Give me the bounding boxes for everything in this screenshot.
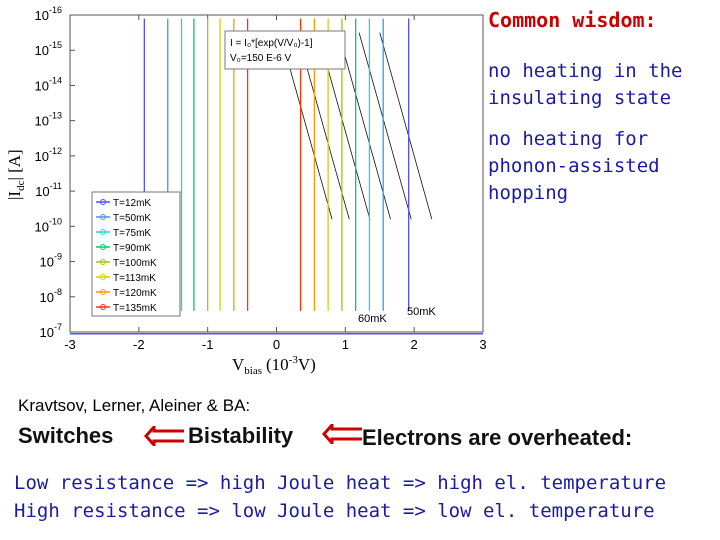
authors-label: Kravtsov, Lerner, Aleiner & BA: [18, 396, 250, 416]
y-tick-label: 10-12 [35, 146, 62, 164]
equation-line: V₀=150 E-6 V [230, 53, 291, 64]
x-tick-label: 0 [273, 337, 280, 352]
y-tick-label: 10-9 [40, 252, 62, 270]
x-tick-label: -3 [64, 337, 76, 352]
x-tick-label: -1 [202, 337, 214, 352]
low-resistance-line: Low resistance => high Joule heat => hig… [14, 472, 666, 494]
y-tick-label: 10-15 [35, 40, 62, 58]
high-resistance-line: High resistance => low Joule heat => low… [14, 500, 655, 522]
bistability-label: Bistability [188, 423, 293, 449]
wisdom-point-1: no heating in the insulating state [488, 58, 682, 112]
y-tick-label: 10-8 [40, 287, 62, 305]
x-tick-label: 1 [342, 337, 349, 352]
slide-title: Common wisdom: [488, 8, 657, 32]
x-tick-label: 2 [411, 337, 418, 352]
y-tick-label: 10-16 [35, 5, 62, 23]
left-arrow-icon [322, 424, 364, 444]
y-axis-label: |Idc| [A] [5, 149, 27, 200]
legend-label: T=50mK [113, 213, 151, 224]
x-axis-label: Vbias (10-3V) [232, 354, 316, 377]
y-tick-label: 10-11 [35, 181, 62, 199]
wisdom-point-2: no heating for phonon-assisted hopping [488, 126, 660, 207]
legend-label: T=12mK [113, 198, 151, 209]
equation-line: I = I₀*[exp(V/V₀)-1] [230, 38, 313, 49]
x-tick-label: 3 [479, 337, 486, 352]
y-tick-label: 10-13 [35, 111, 62, 129]
label-60mk: 60mK [358, 313, 387, 325]
equation-box: I = I₀*[exp(V/V₀)-1] V₀=150 E-6 V [225, 31, 345, 69]
label-50mk: 50mK [407, 306, 436, 318]
y-tick-label: 10-7 [40, 322, 62, 340]
left-arrow-icon [144, 426, 186, 446]
legend: T=12mK T=50mK T=75mK T=90mK T=100mK T=113mK T=… [92, 192, 180, 316]
legend-label: T=90mK [113, 243, 151, 254]
switches-label: Switches [18, 423, 113, 449]
legend-label: T=100mK [113, 258, 157, 269]
y-tick-label: 10-10 [35, 216, 62, 234]
legend-label: T=113mK [113, 273, 156, 284]
x-tick-label: -2 [133, 337, 145, 352]
electrons-overheated-label: Electrons are overheated: [362, 425, 632, 451]
legend-label: T=75mK [113, 228, 151, 239]
legend-label: T=120mK [113, 288, 157, 299]
legend-label: T=135mK [113, 303, 157, 314]
y-tick-label: 10-14 [35, 75, 62, 93]
